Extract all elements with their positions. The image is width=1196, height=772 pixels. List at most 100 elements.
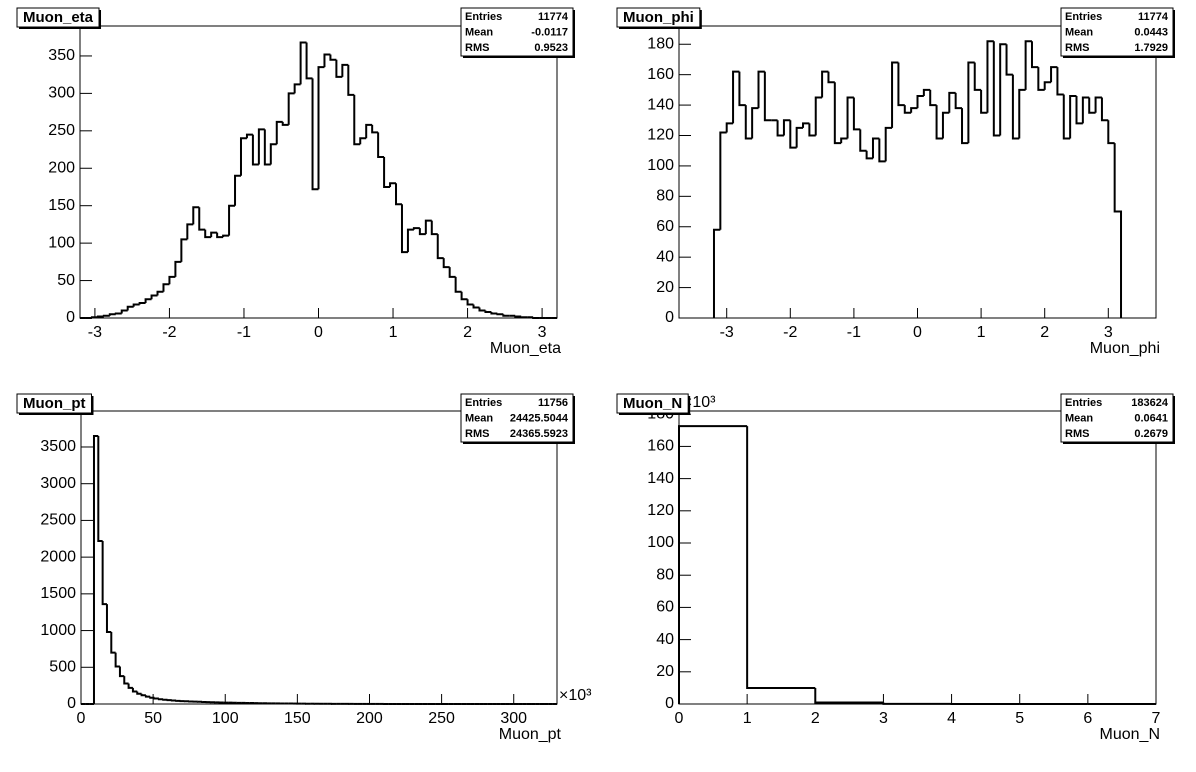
histogram-bin xyxy=(1024,40,1032,90)
histogram-bin xyxy=(263,129,271,166)
histogram-bin xyxy=(1005,44,1013,76)
histogram-bin xyxy=(871,137,880,159)
title-box xyxy=(16,393,92,414)
histogram-bin xyxy=(383,157,391,188)
histogram-bin xyxy=(97,435,103,542)
histogram-bin xyxy=(110,632,116,654)
stats-label: RMS xyxy=(465,42,489,54)
y-tick-label: 0 xyxy=(665,695,674,712)
histogram-bin xyxy=(234,174,241,206)
stats-box xyxy=(460,7,574,57)
y-tick-label: 50 xyxy=(57,272,75,289)
histogram-bin xyxy=(916,94,924,109)
histogram-bin xyxy=(323,53,331,68)
histogram-bin xyxy=(967,61,975,144)
histogram-bin xyxy=(131,687,138,693)
histogram-bin xyxy=(751,107,759,139)
chart-title: Muon_eta xyxy=(23,9,94,26)
histogram-bin xyxy=(251,134,259,166)
stats-value: 1.7929 xyxy=(1134,42,1168,54)
histogram-bin xyxy=(891,61,899,128)
histogram-bin xyxy=(763,71,772,122)
histogram-bin xyxy=(1043,81,1052,90)
histogram-bin xyxy=(257,128,265,165)
y-tick-label: 180 xyxy=(647,35,674,52)
histogram-bin xyxy=(484,310,492,314)
x-tick-label: 1 xyxy=(389,324,398,341)
x-tick-label: 0 xyxy=(77,710,86,727)
x-tick-label: 0 xyxy=(913,324,922,341)
stats-label: Entries xyxy=(465,11,502,23)
histogram-bin xyxy=(827,71,835,84)
histogram-bin xyxy=(884,126,893,162)
histogram-bin xyxy=(156,290,164,296)
stats-value: 24365.5923 xyxy=(510,428,568,440)
stats-label: Mean xyxy=(1065,26,1093,38)
histogram-bin xyxy=(144,695,151,698)
stats-value: 24425.5044 xyxy=(510,412,569,424)
x-tick-label: 2 xyxy=(1040,324,1049,341)
histogram-bin xyxy=(776,120,784,137)
histogram-bin xyxy=(859,129,867,152)
histogram-bin xyxy=(101,540,107,606)
histogram-bin xyxy=(436,234,444,260)
histogram-bin xyxy=(846,96,854,139)
histogram-bin xyxy=(802,122,810,128)
x-tick-label: 100 xyxy=(212,710,239,727)
histogram-bin xyxy=(305,42,313,80)
y-tick-label: 100 xyxy=(647,534,674,551)
x-tick-label: 0 xyxy=(675,710,684,727)
histogram-bin xyxy=(502,314,510,317)
histogram-bin xyxy=(1088,97,1096,114)
histogram-bin xyxy=(299,41,307,85)
histogram-bin xyxy=(239,137,247,176)
y-tick-label: 60 xyxy=(656,599,674,616)
histogram-bin xyxy=(105,604,112,634)
histogram-bin xyxy=(269,143,277,165)
y-tick-label: 150 xyxy=(48,197,75,214)
y-tick-label: 100 xyxy=(647,157,674,174)
histogram-bin xyxy=(114,312,122,315)
histogram-bin xyxy=(400,204,408,254)
histogram-bin xyxy=(222,234,230,238)
histogram-bin xyxy=(1050,66,1058,83)
y-tick-label: 160 xyxy=(647,438,674,455)
histogram-bin xyxy=(127,683,133,689)
stats-label: RMS xyxy=(1065,428,1089,440)
histogram-bin xyxy=(795,126,804,148)
histogram-bin xyxy=(365,123,373,139)
histogram-bin xyxy=(204,229,212,239)
histogram-bin xyxy=(833,82,842,145)
histogram-bin xyxy=(174,260,182,277)
histogram-bin xyxy=(412,227,420,230)
stats-label: Entries xyxy=(1065,397,1102,409)
y-tick-label: 40 xyxy=(656,248,674,265)
y-tick-label: 2000 xyxy=(40,548,76,565)
x-tick-label: 50 xyxy=(144,710,162,727)
histogram-bin xyxy=(460,291,468,301)
x-tick-label: 5 xyxy=(1015,710,1024,727)
histogram-bin xyxy=(757,70,765,109)
x-tick-label: 3 xyxy=(1104,324,1113,341)
histogram-bin xyxy=(108,313,116,316)
histogram-bin xyxy=(1094,96,1102,113)
histogram-bin xyxy=(878,138,886,163)
histogram-bin xyxy=(1075,95,1083,125)
histogram-bin xyxy=(897,62,905,107)
y-tick-label: 300 xyxy=(48,85,75,102)
x-tick-label: 3 xyxy=(538,324,547,341)
histogram-bin xyxy=(1100,97,1109,122)
y-tick-label: 140 xyxy=(647,96,674,113)
x-tick-label: 0 xyxy=(314,324,323,341)
histogram-bin xyxy=(317,66,325,190)
histogram-bin xyxy=(395,183,402,206)
histogram-bin xyxy=(335,59,343,78)
stats-label: Mean xyxy=(1065,412,1093,424)
x-tick-label: 7 xyxy=(1152,710,1161,727)
stats-value: 0.9523 xyxy=(534,42,568,54)
histogram-bin xyxy=(922,88,931,96)
histogram-bin xyxy=(852,97,861,131)
histogram-bin xyxy=(287,92,295,125)
y-tick-label: 20 xyxy=(656,663,674,680)
histogram-bin xyxy=(808,123,816,137)
